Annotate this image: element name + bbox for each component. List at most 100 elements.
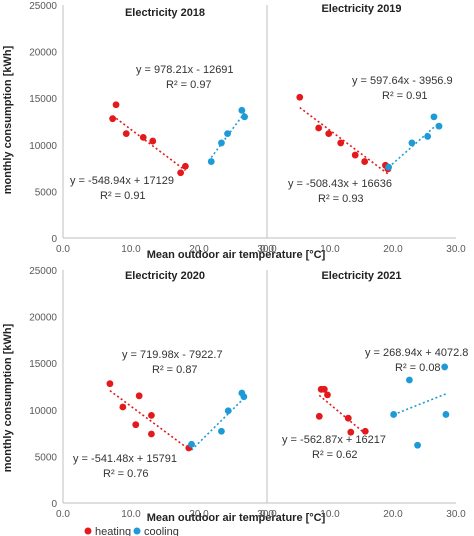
panel-electricity-2020: Electricity 2020 0.0 10.0 20.0 30.0 0 5000 1000… — [29, 266, 277, 520]
y-tick-label: 5000 — [35, 452, 58, 463]
point-heating — [148, 430, 155, 438]
point-cooling — [188, 440, 195, 448]
trendline-cooling — [393, 393, 447, 416]
r2-label-heating: R² = 0.93 — [318, 193, 364, 205]
panel-electricity-2021: Electricity 2021 0.0 10.0 20.0 30.0 y = 268.9… — [260, 270, 468, 520]
y-tick-label: 0 — [51, 499, 57, 510]
equation-label-cooling: y = 719.98x - 7922.7 — [122, 349, 223, 361]
point-heating — [149, 137, 157, 145]
y-axis-label-top: monthly consumption [kWh] — [2, 45, 14, 194]
point-cooling — [218, 427, 225, 435]
trendline-heating — [299, 106, 389, 175]
point-heating — [324, 391, 331, 399]
y-tick-label: 10000 — [29, 141, 57, 152]
point-heating — [106, 380, 114, 388]
point-heating — [296, 93, 304, 101]
point-heating — [177, 169, 185, 177]
panel-title: Electricity 2018 — [125, 7, 205, 19]
trendline-heating — [112, 115, 186, 172]
point-cooling — [390, 411, 398, 418]
x-tick-label: 30.0 — [257, 509, 277, 520]
x-tick-label: 20.0 — [383, 509, 403, 520]
point-heating — [132, 421, 140, 429]
r2-label-heating: R² = 0.62 — [312, 449, 358, 461]
trendline-cooling — [190, 397, 245, 451]
y-tick-label: 10000 — [29, 406, 57, 417]
legend-heating-label: heating — [95, 526, 131, 536]
trendline-heating — [109, 390, 190, 450]
y-tick-label: 25000 — [29, 1, 57, 12]
point-heating — [361, 158, 369, 165]
legend-cooling-marker — [133, 527, 141, 535]
point-heating — [315, 412, 323, 420]
point-cooling — [238, 106, 246, 114]
point-heating — [109, 115, 117, 123]
trendline-heating — [318, 394, 366, 435]
y-tick-label: 5000 — [35, 187, 58, 198]
r2-label-cooling: R² = 0.08 — [395, 362, 441, 374]
equation-label-heating: y = -562.87x + 16217 — [282, 434, 386, 446]
point-heating — [344, 414, 352, 422]
x-tick-label: 10.0 — [320, 244, 340, 255]
x-tick-label: 0.0 — [56, 509, 70, 520]
x-tick-label: 20.0 — [189, 509, 209, 520]
x-axis-label-top: Mean outdoor air temperature [°C] — [147, 249, 326, 261]
point-heating — [361, 427, 369, 435]
panel-electricity-2019: Electricity 2019 0.0 10.0 20.0 30.0 y = 597.6… — [260, 3, 466, 255]
legend-heating-marker — [84, 527, 92, 535]
equation-label-heating: y = -548.94x + 17129 — [70, 175, 174, 187]
x-tick-label: 10.0 — [320, 509, 340, 520]
point-cooling — [414, 441, 421, 449]
x-tick-label: 0.0 — [260, 244, 274, 255]
x-tick-label: 30.0 — [446, 244, 466, 255]
equation-label-cooling: y = 268.94x + 4072.8 — [365, 347, 468, 359]
y-tick-label: 15000 — [29, 359, 57, 370]
point-cooling — [405, 376, 413, 384]
point-cooling — [224, 130, 231, 138]
point-heating — [139, 133, 147, 141]
panel-title: Electricity 2020 — [125, 270, 205, 282]
panel-title: Electricity 2021 — [321, 270, 401, 282]
x-tick-label: 20.0 — [189, 244, 209, 255]
point-cooling — [435, 122, 443, 130]
point-cooling — [224, 407, 232, 415]
point-cooling — [385, 163, 392, 171]
legend-cooling-label: cooling — [144, 526, 179, 536]
x-tick-label: 10.0 — [121, 509, 141, 520]
point-heating — [351, 151, 359, 159]
point-cooling — [442, 411, 450, 418]
r2-label-cooling: R² = 0.97 — [166, 79, 212, 91]
point-heating — [337, 139, 345, 147]
x-tick-label: 0.0 — [260, 509, 274, 520]
x-tick-label: 30.0 — [257, 244, 277, 255]
point-heating — [119, 403, 127, 411]
y-tick-label: 25000 — [29, 266, 57, 277]
panel-electricity-2018: Electricity 2018 0.0 10.0 20.0 30.0 0 5000 1000… — [29, 1, 277, 255]
point-heating — [135, 392, 143, 400]
point-cooling — [218, 139, 225, 147]
point-heating — [112, 101, 120, 109]
point-heating — [320, 385, 328, 393]
equation-label-cooling: y = 597.64x - 3956.9 — [352, 75, 453, 87]
x-tick-label: 0.0 — [56, 244, 70, 255]
y-axis-label-bottom: monthly consumption [kWh] — [2, 323, 14, 472]
x-axis-label-bottom: Mean outdoor air temperature [°C] — [147, 512, 326, 524]
r2-label-heating: R² = 0.76 — [103, 468, 149, 480]
y-tick-label: 0 — [51, 234, 57, 245]
equation-label-heating: y = -541.48x + 15791 — [73, 453, 177, 465]
point-heating — [315, 124, 323, 132]
point-heating — [148, 411, 155, 419]
point-cooling — [241, 113, 248, 121]
x-tick-label: 20.0 — [383, 244, 403, 255]
equation-label-heating: y = -508.43x + 16636 — [288, 178, 392, 190]
point-cooling — [430, 113, 438, 121]
point-cooling — [207, 158, 215, 165]
panel-title: Electricity 2019 — [321, 3, 401, 15]
point-cooling — [240, 393, 248, 401]
y-tick-label: 20000 — [29, 48, 57, 59]
y-tick-label: 20000 — [29, 313, 57, 324]
point-heating — [122, 130, 130, 138]
r2-label-cooling: R² = 0.91 — [382, 90, 428, 102]
x-tick-label: 10.0 — [121, 244, 141, 255]
